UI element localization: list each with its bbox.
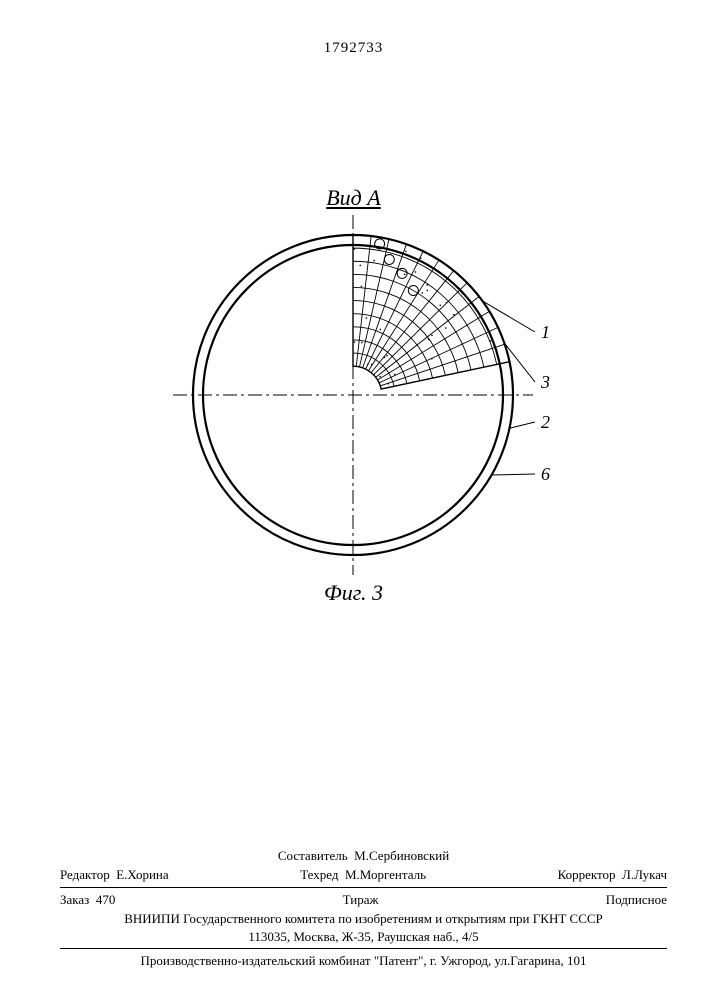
view-label: Вид А bbox=[0, 185, 707, 211]
techred-label: Техред bbox=[300, 867, 338, 882]
press-line: Производственно-издательский комбинат "П… bbox=[60, 952, 667, 970]
org-line-1: ВНИИПИ Государственного комитета по изоб… bbox=[60, 910, 667, 928]
editor-name: Е.Хорина bbox=[116, 867, 168, 882]
figure-3: 1 3 2 6 bbox=[148, 215, 558, 575]
svg-text:1: 1 bbox=[541, 322, 550, 342]
podpisnoe: Подписное bbox=[606, 891, 667, 909]
imprint-footer: Составитель М.Сербиновский Редактор Е.Хо… bbox=[60, 847, 667, 970]
compiler-label: Составитель bbox=[278, 848, 348, 863]
corrector-name: Л.Лукач bbox=[622, 867, 667, 882]
order-value: 470 bbox=[96, 892, 116, 907]
figure-caption: Фиг. 3 bbox=[0, 580, 707, 606]
order-label: Заказ bbox=[60, 892, 89, 907]
page: 1792733 Вид А 1 3 2 6 Фиг. 3 Составитель М.… bbox=[0, 0, 707, 1000]
figure-svg: 1 3 2 6 bbox=[148, 215, 558, 575]
corrector-label: Корректор bbox=[558, 867, 616, 882]
divider bbox=[60, 887, 667, 888]
techred-name: М.Моргенталь bbox=[345, 867, 426, 882]
svg-text:6: 6 bbox=[541, 464, 550, 484]
compiler-name: М.Сербиновский bbox=[354, 848, 449, 863]
tirazh-label: Тираж bbox=[343, 891, 379, 909]
org-line-2: 113035, Москва, Ж-35, Раушская наб., 4/5 bbox=[60, 928, 667, 946]
editor-label: Редактор bbox=[60, 867, 110, 882]
divider bbox=[60, 948, 667, 949]
svg-text:3: 3 bbox=[540, 372, 550, 392]
svg-text:2: 2 bbox=[541, 412, 550, 432]
document-number: 1792733 bbox=[0, 40, 707, 57]
